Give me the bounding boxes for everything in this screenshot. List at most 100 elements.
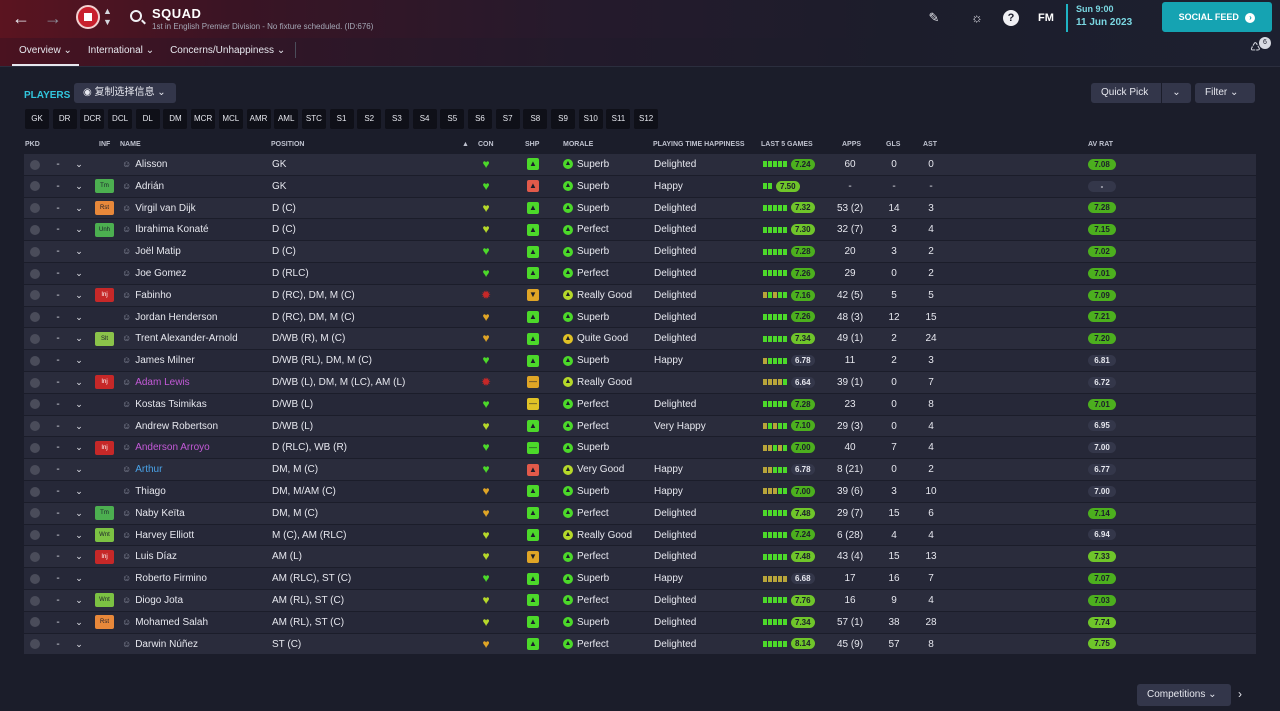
- position-filter-stc[interactable]: STC: [301, 109, 326, 129]
- competitions-button[interactable]: Competitions ⌄: [1137, 684, 1231, 706]
- selection-slot[interactable]: -: [56, 202, 60, 214]
- filter-button[interactable]: Filter ⌄: [1195, 83, 1255, 103]
- club-switch-icon[interactable]: ▲ ▼: [103, 6, 112, 27]
- selection-slot[interactable]: -: [56, 529, 60, 541]
- col-position[interactable]: POSITION: [271, 141, 305, 148]
- pick-checkbox[interactable]: [27, 263, 43, 285]
- position-filter-mcr[interactable]: MCR: [191, 109, 216, 129]
- selection-slot[interactable]: -: [56, 224, 60, 236]
- position-filter-s3[interactable]: S3: [384, 109, 409, 129]
- copy-selection-button[interactable]: ◉ 复制选择信息 ⌄: [74, 83, 176, 103]
- player-name[interactable]: ☺ Trent Alexander-Arnold: [122, 328, 272, 350]
- col-name[interactable]: NAME: [120, 141, 141, 148]
- social-feed-button[interactable]: SOCIAL FEED ›: [1162, 2, 1272, 32]
- table-row[interactable]: - ⌄ Rst ☺ Virgil van Dijk D (C) ♥ ▲ ▲ Supe…: [24, 197, 1256, 220]
- selection-slot[interactable]: -: [56, 464, 60, 476]
- selection-slot[interactable]: -: [56, 333, 60, 345]
- player-name[interactable]: ☺ Adam Lewis: [122, 372, 272, 394]
- table-row[interactable]: - ⌄ ☺ Arthur DM, M (C) ♥ ▲ ▲ Very Good Hap…: [24, 459, 1256, 481]
- pick-checkbox[interactable]: [27, 372, 43, 394]
- table-row[interactable]: - ⌄ Tm ☺ Naby Keïta DM, M (C) ♥ ▲ ▲ Perfec…: [24, 502, 1256, 525]
- pick-checkbox[interactable]: [27, 590, 43, 612]
- chevron-down-icon[interactable]: ⌄: [75, 311, 83, 322]
- selection-slot[interactable]: -: [56, 355, 60, 367]
- table-row[interactable]: - ⌄ ☺ Thiago DM, M/AM (C) ♥ ▲ ▲ Superb Hap…: [24, 480, 1256, 503]
- table-row[interactable]: - ⌄ ☺ Joël Matip D (C) ♥ ▲ ▲ Superb Deligh…: [24, 241, 1256, 279]
- player-name[interactable]: ☺ Harvey Elliott: [122, 525, 272, 547]
- chevron-down-icon[interactable]: ⌄: [75, 246, 83, 257]
- table-row[interactable]: - ⌄ Inj ☺ Luis Díaz AM (L) ♥ ▼ ▲ Perfect D…: [24, 546, 1256, 569]
- player-name[interactable]: ☺ Kostas Tsimikas: [122, 394, 272, 416]
- player-name[interactable]: ☺ Roberto Firmino: [122, 568, 272, 590]
- fm-logo[interactable]: FM: [1038, 12, 1054, 24]
- table-row[interactable]: - ⌄ ☺ Jordan Henderson D (RC), DM, M (C) …: [24, 306, 1256, 329]
- table-row[interactable]: - ⌄ Inj ☺ Fabinho D (RC), DM, M (C) ✹ ▼ ▲…: [24, 284, 1256, 307]
- info-badge[interactable]: Tm: [95, 506, 114, 521]
- chevron-down-icon[interactable]: ⌄: [75, 224, 83, 235]
- chevron-down-icon[interactable]: ⌄: [75, 420, 83, 431]
- info-badge[interactable]: Unh: [95, 222, 114, 237]
- selection-slot[interactable]: -: [56, 376, 60, 388]
- position-filter-s1[interactable]: S1: [329, 109, 354, 129]
- pick-checkbox[interactable]: [27, 328, 43, 350]
- help-icon[interactable]: ?: [1003, 10, 1019, 26]
- position-filter-aml[interactable]: AML: [274, 109, 299, 129]
- info-badge[interactable]: Slt: [95, 331, 114, 346]
- selection-slot[interactable]: -: [56, 507, 60, 519]
- chevron-down-icon[interactable]: ⌄: [75, 551, 83, 562]
- selection-slot[interactable]: -: [56, 420, 60, 432]
- quick-pick-button[interactable]: Quick Pick ⌄: [1091, 83, 1191, 103]
- pick-checkbox[interactable]: [27, 459, 43, 481]
- table-row[interactable]: - ⌄ ☺ Andrew Robertson D/WB (L) ♥ ▲ ▲ Perf…: [24, 415, 1256, 438]
- chevron-down-icon[interactable]: ⌄: [75, 529, 83, 540]
- player-name[interactable]: ☺ Joël Matip: [122, 241, 272, 263]
- position-filter-dcl[interactable]: DCL: [108, 109, 133, 129]
- position-filter-s7[interactable]: S7: [495, 109, 520, 129]
- table-row[interactable]: - ⌄ Inj ☺ Anderson Arroyo D (RLC), WB (R)…: [24, 437, 1256, 460]
- info-badge[interactable]: Inj: [95, 549, 114, 564]
- chevron-down-icon[interactable]: ⌄: [75, 442, 83, 453]
- selection-slot[interactable]: -: [56, 616, 60, 628]
- chevron-down-icon[interactable]: ⌄: [75, 464, 83, 475]
- selection-slot[interactable]: -: [56, 398, 60, 410]
- info-badge[interactable]: Rst: [95, 615, 114, 630]
- pick-checkbox[interactable]: [27, 176, 43, 198]
- pick-checkbox[interactable]: [27, 416, 43, 438]
- pick-checkbox[interactable]: [27, 307, 43, 329]
- position-filter-dr[interactable]: DR: [52, 109, 77, 129]
- player-name[interactable]: ☺ Luis Díaz: [122, 546, 272, 568]
- selection-slot[interactable]: -: [56, 594, 60, 606]
- tab-concerns[interactable]: Concerns/Unhappiness ⌄: [163, 38, 303, 66]
- col-shp[interactable]: SHP: [525, 141, 540, 148]
- selection-slot[interactable]: -: [56, 573, 60, 585]
- selection-slot[interactable]: -: [56, 638, 60, 650]
- player-name[interactable]: ☺ Darwin Núñez: [122, 634, 272, 656]
- col-morale[interactable]: MORALE: [563, 141, 594, 148]
- tab-international[interactable]: International ⌄: [81, 38, 161, 66]
- position-filter-s2[interactable]: S2: [357, 109, 382, 129]
- col-inf[interactable]: INF: [99, 141, 111, 148]
- table-row[interactable]: - ⌄ Inj ☺ Adam Lewis D/WB (L), DM, M (LC)…: [24, 371, 1256, 394]
- col-ast[interactable]: AST: [923, 141, 937, 148]
- info-badge[interactable]: Inj: [95, 288, 114, 303]
- chevron-down-icon[interactable]: ⌄: [75, 355, 83, 366]
- chevron-down-icon[interactable]: ⌄: [75, 180, 83, 191]
- pick-checkbox[interactable]: [27, 525, 43, 547]
- position-filter-s9[interactable]: S9: [551, 109, 576, 129]
- chevron-down-icon[interactable]: ⌄: [75, 485, 83, 496]
- pick-checkbox[interactable]: [27, 394, 43, 416]
- col-con[interactable]: CON: [478, 141, 494, 148]
- player-name[interactable]: ☺ Andrew Robertson: [122, 416, 272, 438]
- info-badge[interactable]: Inj: [95, 375, 114, 390]
- position-filter-amr[interactable]: AMR: [246, 109, 271, 129]
- chevron-down-icon[interactable]: ⌄: [1161, 83, 1191, 103]
- pick-checkbox[interactable]: [27, 285, 43, 307]
- chevron-down-icon[interactable]: ⌄: [75, 398, 83, 409]
- player-name[interactable]: ☺ Mohamed Salah: [122, 612, 272, 634]
- selection-slot[interactable]: -: [56, 180, 60, 192]
- table-row[interactable]: - ⌄ ☺ Alisson GK ♥ ▲ ▲ Superb Delighted 7.…: [24, 154, 1256, 176]
- chevron-down-icon[interactable]: ⌄: [75, 638, 83, 649]
- pick-checkbox[interactable]: [27, 219, 43, 241]
- info-badge[interactable]: Wnt: [95, 527, 114, 542]
- player-name[interactable]: ☺ Virgil van Dijk: [122, 198, 272, 220]
